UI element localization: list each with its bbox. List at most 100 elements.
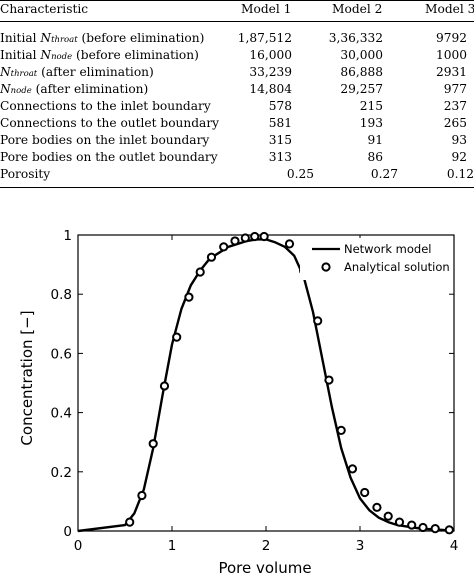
table-row: Initial Nthroat (before elimination) 1,8… xyxy=(0,30,474,47)
y-tick-label: 0 xyxy=(63,524,72,540)
table-row: Connections to the inlet boundary 578 21… xyxy=(0,98,474,115)
axis-ticks xyxy=(77,234,455,532)
legend: Network model Analytical solution xyxy=(300,238,452,280)
header-characteristic: Characteristic xyxy=(0,2,89,16)
analytical-solution-point xyxy=(172,332,182,342)
analytical-solution-point xyxy=(219,242,229,252)
cell-model-1: 0.25 xyxy=(286,167,314,181)
table-row: Connections to the outlet boundary 581 1… xyxy=(0,115,474,132)
analytical-solution-point xyxy=(259,231,269,242)
cell-model-2: 91 xyxy=(367,133,383,147)
analytical-solution-point xyxy=(347,464,358,474)
analytical-solution-point xyxy=(444,525,454,535)
cell-model-1: 16,000 xyxy=(249,48,292,62)
series-layer xyxy=(77,231,455,535)
cell-model-1: 578 xyxy=(268,99,292,113)
x-tick-label: 3 xyxy=(356,538,365,554)
cell-model-3: 93 xyxy=(451,133,467,147)
cell-model-1: 315 xyxy=(268,133,292,147)
analytical-solution-point xyxy=(336,425,346,435)
table-bottom-rule xyxy=(0,187,474,188)
analytical-solution-point xyxy=(430,524,440,534)
row-label: Pore bodies on the inlet boundary xyxy=(0,133,210,147)
analytical-solution-point xyxy=(418,522,428,533)
y-axis-label: Concentration [−] xyxy=(18,310,36,445)
cell-model-1: 581 xyxy=(268,116,292,130)
legend-label-analytical-solution: Analytical solution xyxy=(344,260,450,274)
analytical-solution-point xyxy=(394,517,405,527)
cell-model-2: 215 xyxy=(359,99,383,113)
analytical-solution-point xyxy=(240,233,250,243)
cell-model-2: 3,36,332 xyxy=(328,31,383,45)
cell-model-2: 193 xyxy=(359,116,383,130)
table-top-rule xyxy=(0,0,474,1)
analytical-solution-point xyxy=(284,239,295,249)
cell-model-3: 9792 xyxy=(435,31,467,45)
table-row: Nnode (after elimination) 14,804 29,257 … xyxy=(0,81,474,98)
cell-model-1: 33,239 xyxy=(249,65,292,79)
table-row: Pore bodies on the outlet boundary 313 8… xyxy=(0,149,474,166)
network-model-line xyxy=(77,238,455,533)
cell-model-3: 265 xyxy=(443,116,467,130)
analytical-solution-point xyxy=(206,252,217,262)
row-label: Pore bodies on the outlet boundary xyxy=(0,150,218,164)
analytical-solution-point xyxy=(159,381,170,391)
analytical-solution-point xyxy=(407,520,417,530)
cell-model-2: 29,257 xyxy=(340,82,383,96)
table-row: Porosity 0.25 0.27 0.12 xyxy=(0,166,474,183)
analytical-solution-point xyxy=(195,267,205,277)
x-tick-label: 2 xyxy=(262,538,271,554)
analytical-solution-point xyxy=(313,316,323,326)
analytical-solution-point xyxy=(184,292,194,302)
legend-background xyxy=(300,238,452,280)
x-tick-label: 1 xyxy=(168,538,177,554)
cell-model-3: 0.12 xyxy=(446,167,474,181)
cell-model-2: 86 xyxy=(367,150,383,164)
x-axis-label: Pore volume xyxy=(218,559,311,577)
cell-model-2: 0.27 xyxy=(370,167,398,181)
cell-model-1: 14,804 xyxy=(249,82,292,96)
cell-model-3: 977 xyxy=(443,82,467,96)
header-model-3: Model 3 xyxy=(425,2,474,16)
row-label: Nthroat (after elimination) xyxy=(0,65,154,79)
analytical-solution-point xyxy=(372,502,382,512)
y-tick-label: 0.2 xyxy=(51,465,72,481)
row-label: Nnode (after elimination) xyxy=(0,82,149,96)
cell-model-2: 86,888 xyxy=(340,65,383,79)
table-row: Nthroat (after elimination) 33,239 86,88… xyxy=(0,64,474,81)
table-row: Pore bodies on the inlet boundary 315 91… xyxy=(0,132,474,149)
analytical-solution-point xyxy=(250,231,260,242)
cell-model-3: 92 xyxy=(451,150,467,164)
header-model-1: Model 1 xyxy=(241,2,292,16)
cell-model-3: 2931 xyxy=(435,65,467,79)
cell-model-1: 1,87,512 xyxy=(237,31,292,45)
legend-marker-swatch xyxy=(321,262,331,272)
row-label: Porosity xyxy=(0,167,51,181)
row-label: Connections to the inlet boundary xyxy=(0,99,211,113)
legend-label-network-model: Network model xyxy=(344,242,431,256)
y-tick-label: 0.4 xyxy=(51,406,72,422)
table-row: Initial Nnode (before elimination) 16,00… xyxy=(0,47,474,64)
y-tick-label: 0.8 xyxy=(51,287,72,303)
cell-model-3: 237 xyxy=(443,99,467,113)
cell-model-2: 30,000 xyxy=(340,48,383,62)
x-tick-label: 4 xyxy=(450,538,459,554)
y-tick-label: 1 xyxy=(63,228,72,244)
concentration-chart: 0 1 2 3 4 0 0.2 0.4 0.6 0.8 1 Pore volume Concentr… xyxy=(18,228,459,577)
analytical-solution-point xyxy=(324,375,334,385)
row-label: Initial Nthroat (before elimination) xyxy=(0,31,205,45)
y-tick-label: 0.6 xyxy=(51,346,72,362)
cell-model-1: 313 xyxy=(268,150,292,164)
analytical-solution-point xyxy=(360,487,370,498)
analytical-solution-point xyxy=(125,517,135,527)
row-label: Initial Nnode (before elimination) xyxy=(0,48,199,62)
analytical-solution-point xyxy=(383,511,393,521)
header-model-2: Model 2 xyxy=(332,2,383,16)
row-label: Connections to the outlet boundary xyxy=(0,116,220,130)
analytical-solution-point xyxy=(230,236,240,246)
analytical-solution-point xyxy=(148,439,158,449)
cell-model-3: 1000 xyxy=(435,48,467,62)
tick-labels: 0 1 2 3 4 0 0.2 0.4 0.6 0.8 1 xyxy=(51,228,459,554)
analytical-solution-point xyxy=(137,490,147,501)
